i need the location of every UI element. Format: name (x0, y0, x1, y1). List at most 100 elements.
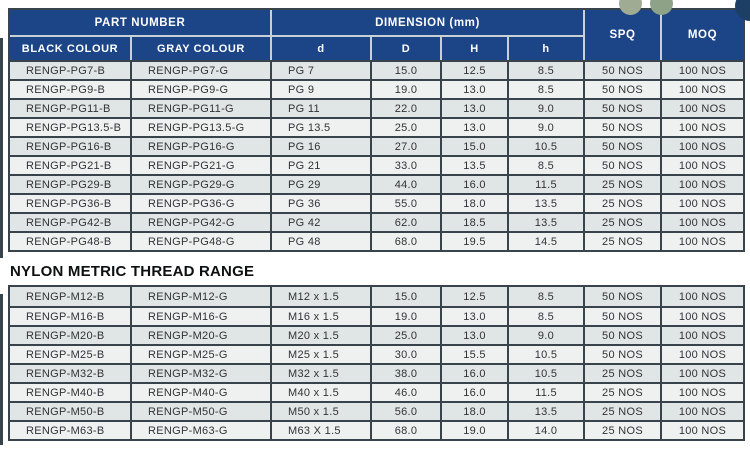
gray-part-cell: RENGP-M12-G (132, 287, 272, 306)
moq-cell: 100 NOS (662, 231, 744, 250)
gray-part-cell: RENGP-M50-G (132, 401, 272, 420)
d-small-header: d (272, 37, 372, 60)
height-H-cell: 18.0 (442, 193, 509, 212)
black-part-cell: RENGP-PG36-B (10, 193, 132, 212)
moq-cell: 100 NOS (678, 290, 727, 303)
gray-part-cell: RENGP-M32-G (132, 363, 272, 382)
height-h-cell: 14.5 (509, 231, 586, 250)
dia-D-cell: 25.0 (372, 325, 442, 344)
black-part-cell: RENGP-PG48-B (10, 231, 132, 250)
moq-cell: 100 NOS (662, 174, 744, 193)
moq-cell: 100 NOS (662, 420, 743, 439)
metric-rows: RENGP-M12-B RENGP-M12-G M12 x 1.5 15.0 12.5 8… (10, 287, 743, 439)
thread-size-cell: PG 21 (272, 155, 372, 174)
table-row: RENGP-PG48-B RENGP-PG48-G PG 48 68.0 19.5 14.… (10, 231, 744, 250)
gray-part-cell: RENGP-M63-G (132, 420, 272, 439)
spq-cell: 25 NOS (585, 420, 662, 439)
dia-D-cell: 55.0 (372, 193, 442, 212)
height-h-cell: 8.5 (509, 79, 586, 98)
navy-circle-icon (735, 0, 750, 21)
spq-header: SPQ (585, 10, 663, 60)
gray-part-cell: RENGP-M40-G (132, 382, 272, 401)
height-H-cell: 15.0 (442, 136, 509, 155)
moq-cell: 100 NOS (662, 212, 744, 231)
height-H-cell: 16.0 (442, 382, 509, 401)
thread-size-cell: M16 x 1.5 (272, 306, 372, 325)
table-row: RENGP-PG29-B RENGP-PG29-G PG 29 44.0 16.0 11.… (10, 174, 744, 193)
gray-part-cell: RENGP-PG13.5-G (132, 117, 272, 136)
height-H-cell: 18.5 (442, 212, 509, 231)
dia-D-cell: 68.0 (372, 420, 442, 439)
gray-part-cell: RENGP-M20-G (132, 325, 272, 344)
cropped-table-edge-bottom (0, 294, 3, 445)
gray-part-cell: RENGP-PG36-G (132, 193, 272, 212)
gray-colour-header: GRAY COLOUR (132, 37, 272, 60)
gray-part-cell: RENGP-PG16-G (132, 136, 272, 155)
pg-thread-table: PART NUMBER DIMENSION (mm) SPQ MOQ BLACK… (8, 8, 746, 252)
spq-cell: 50 NOS (585, 306, 662, 325)
spq-cell: 50 NOS (585, 60, 663, 79)
spq-cell: 50 NOS (585, 287, 662, 306)
thread-size-cell: M20 x 1.5 (272, 325, 372, 344)
height-H-cell: 16.0 (442, 363, 509, 382)
moq-cell: 100 NOS (662, 363, 743, 382)
spq-cell: 50 NOS (585, 98, 663, 117)
spq-cell: 25 NOS (585, 212, 663, 231)
dia-D-cell: 44.0 (372, 174, 442, 193)
cropped-table-edge-top (0, 38, 3, 258)
dia-D-cell: 62.0 (372, 212, 442, 231)
height-h-cell: 8.5 (509, 287, 585, 306)
table-row: RENGP-PG21-B RENGP-PG21-G PG 21 33.0 13.5 8.5… (10, 155, 744, 174)
black-part-cell: RENGP-PG11-B (10, 98, 132, 117)
height-H-cell: 12.5 (442, 60, 509, 79)
dia-D-cell: 27.0 (372, 136, 442, 155)
height-h-cell: 10.5 (509, 344, 585, 363)
table-row: RENGP-PG42-B RENGP-PG42-G PG 42 62.0 18.5 13.… (10, 212, 744, 231)
spq-cell: 25 NOS (585, 174, 663, 193)
height-h-cell: 14.0 (509, 420, 585, 439)
black-part-cell: RENGP-M16-B (10, 306, 132, 325)
gray-part-cell: RENGP-PG11-G (132, 98, 272, 117)
thread-size-cell: PG 48 (272, 231, 372, 250)
black-part-cell: RENGP-PG42-B (10, 212, 132, 231)
dia-D-cell: 22.0 (372, 98, 442, 117)
table-row: RENGP-PG11-B RENGP-PG11-G PG 11 22.0 13.0 9.0… (10, 98, 744, 117)
thread-size-cell: PG 16 (272, 136, 372, 155)
table-row: RENGP-M16-B RENGP-M16-G M16 x 1.5 19.0 13.0 8… (10, 306, 743, 325)
pg-rows: RENGP-PG7-B RENGP-PG7-G PG 7 15.0 12.5 8.5 50 … (10, 60, 744, 250)
black-part-cell: RENGP-M32-B (10, 363, 132, 382)
black-part-cell: RENGP-M63-B (10, 420, 132, 439)
spq-cell: 25 NOS (585, 363, 662, 382)
height-H-cell: 13.0 (442, 79, 509, 98)
spq-cell: 50 NOS (585, 155, 663, 174)
height-h-cell: 13.5 (509, 401, 585, 420)
thread-size-cell: M40 x 1.5 (272, 382, 372, 401)
black-part-cell: RENGP-M20-B (10, 325, 132, 344)
dia-D-cell: 30.0 (372, 344, 442, 363)
height-h-cell: 13.5 (509, 193, 586, 212)
thread-size-cell: PG 42 (272, 212, 372, 231)
table-row: RENGP-M50-B RENGP-M50-G M50 x 1.5 56.0 18.0 1… (10, 401, 743, 420)
height-h-cell: 10.5 (509, 136, 586, 155)
black-colour-header: BLACK COLOUR (10, 37, 132, 60)
moq-cell: 100 NOS (662, 193, 744, 212)
gray-part-cell: RENGP-PG7-G (132, 60, 272, 79)
moq-cell: 100 NOS (662, 344, 743, 363)
spq-cell: 50 NOS (585, 136, 663, 155)
green-circle-icon (619, 0, 642, 15)
height-h-cell: 13.5 (509, 212, 586, 231)
black-part-cell: RENGP-PG9-B (10, 79, 132, 98)
dia-D-cell: 19.0 (372, 306, 442, 325)
height-H-cell: 16.0 (442, 174, 509, 193)
part-number-header: PART NUMBER (10, 10, 272, 37)
black-part-cell: RENGP-PG13.5-B (10, 117, 132, 136)
moq-cell: 100 NOS (662, 306, 743, 325)
moq-cell: 100 NOS (662, 136, 744, 155)
table-row: RENGP-PG16-B RENGP-PG16-G PG 16 27.0 15.0 10.… (10, 136, 744, 155)
thread-size-cell: PG 11 (272, 98, 372, 117)
gray-part-cell: RENGP-PG42-G (132, 212, 272, 231)
thread-size-cell: PG 36 (272, 193, 372, 212)
thread-size-cell: PG 7 (272, 60, 372, 79)
gray-part-cell: RENGP-M25-G (132, 344, 272, 363)
